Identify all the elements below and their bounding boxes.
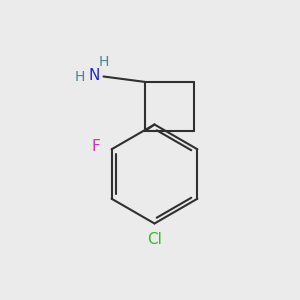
Text: H: H (98, 55, 109, 68)
Text: N: N (89, 68, 100, 82)
Text: F: F (92, 139, 100, 154)
Text: H: H (74, 70, 85, 84)
Text: Cl: Cl (147, 232, 162, 247)
